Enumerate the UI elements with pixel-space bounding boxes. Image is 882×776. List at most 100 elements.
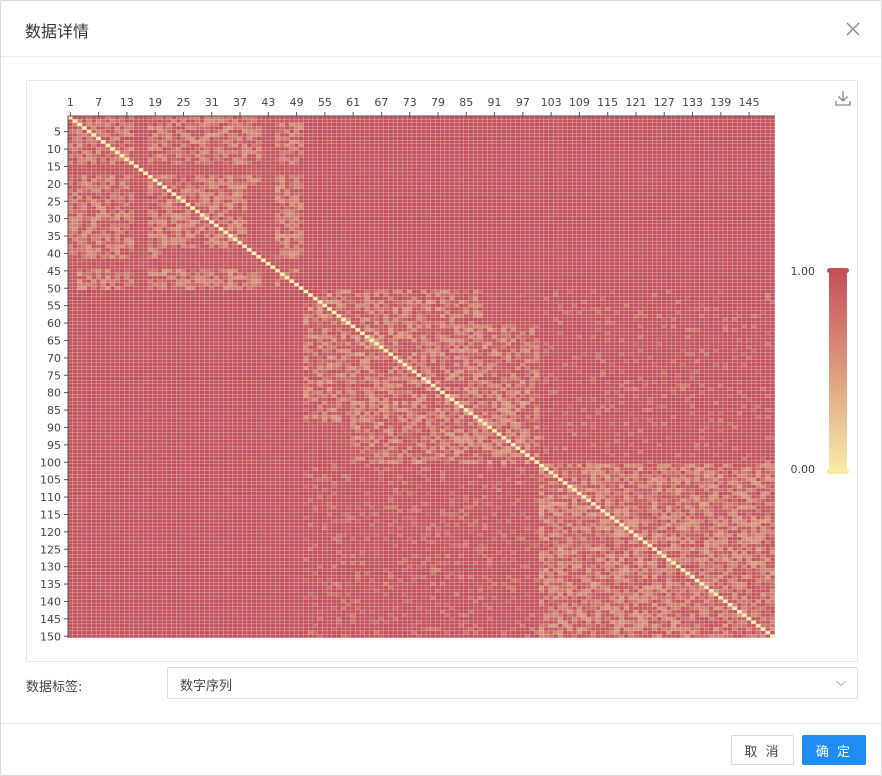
heatmap-cell: [331, 154, 337, 158]
heatmap-cell: [449, 154, 455, 158]
heatmap-cell: [379, 223, 384, 228]
heatmap-cell: [100, 147, 106, 151]
heatmap-cell: [157, 206, 162, 210]
heatmap-cell: [487, 182, 492, 186]
heatmap-cell: [237, 150, 243, 154]
heatmap-cell: [247, 223, 252, 228]
heatmap-cell: [284, 133, 290, 137]
heatmap-cell: [610, 119, 615, 123]
heatmap-cell: [482, 213, 488, 217]
heatmap-cell: [440, 189, 445, 193]
heatmap-cell: [643, 182, 648, 186]
heatmap-cell: [473, 223, 478, 228]
heatmap-cell: [501, 206, 506, 210]
heatmap-cell: [633, 171, 638, 175]
heatmap-cell: [355, 185, 360, 189]
heatmap-cell: [435, 168, 440, 172]
heatmap-cell: [251, 150, 257, 154]
heatmap-cell: [72, 223, 78, 228]
heatmap-cell: [685, 203, 690, 207]
heatmap-cell: [237, 147, 243, 151]
heatmap-cell: [308, 185, 313, 189]
heatmap-cell: [770, 157, 775, 161]
heatmap-cell: [214, 216, 219, 221]
heatmap-cell: [473, 143, 478, 147]
heatmap-cell: [298, 182, 304, 186]
heatmap-cell: [129, 213, 134, 217]
heatmap-cell: [628, 116, 634, 120]
heatmap-cell: [600, 150, 605, 154]
heatmap-cell: [501, 147, 506, 151]
heatmap-cell: [558, 192, 563, 196]
heatmap-cell: [336, 140, 342, 144]
heatmap-cell: [364, 150, 370, 154]
heatmap-cell: [185, 209, 191, 214]
heatmap-cell: [91, 199, 96, 203]
heatmap-cell: [143, 192, 148, 196]
heatmap-cell: [364, 122, 370, 127]
heatmap-cell: [72, 196, 78, 200]
heatmap-cell: [143, 126, 148, 130]
heatmap-cell: [86, 147, 92, 151]
heatmap-cell: [492, 220, 497, 224]
heatmap-cell: [346, 171, 351, 175]
heatmap-cell: [704, 185, 709, 189]
heatmap-cell: [303, 129, 309, 134]
heatmap-cell: [379, 196, 384, 200]
heatmap-cell: [515, 143, 521, 147]
heatmap-cell: [515, 116, 521, 120]
heatmap-cell: [426, 206, 431, 210]
heatmap-cell: [72, 175, 78, 179]
heatmap-cell: [379, 227, 384, 231]
heatmap-cell: [77, 116, 82, 120]
heatmap-cell: [756, 199, 761, 203]
heatmap-cell: [709, 189, 714, 193]
heatmap-cell: [96, 143, 101, 147]
heatmap-cell: [492, 213, 497, 217]
heatmap-cell: [251, 157, 257, 161]
heatmap-cell: [298, 168, 304, 172]
heatmap-cell: [586, 171, 591, 175]
heatmap-cell: [737, 178, 742, 182]
heatmap-cell: [77, 227, 82, 231]
heatmap-cell: [105, 209, 111, 214]
heatmap-cell: [440, 161, 445, 165]
heatmap-cell: [506, 164, 511, 168]
heatmap-cell: [322, 147, 327, 151]
heatmap-cell: [124, 227, 129, 231]
heatmap-cell: [369, 164, 375, 168]
heatmap-cell: [430, 199, 436, 203]
heatmap-cell: [515, 161, 521, 165]
heatmap-cell: [421, 216, 426, 221]
heatmap-cell: [388, 189, 393, 193]
heatmap-cell: [435, 154, 440, 158]
heatmap-cell: [430, 154, 436, 158]
heatmap-cell: [676, 150, 681, 154]
heatmap-cell: [600, 140, 605, 144]
heatmap-cell: [553, 182, 558, 186]
heatmap-cell: [751, 223, 756, 228]
heatmap-cell: [195, 223, 200, 228]
heatmap-cell: [572, 154, 577, 158]
heatmap-cell: [539, 216, 544, 221]
heatmap-cell: [676, 119, 681, 123]
heatmap-cell: [133, 196, 139, 200]
heatmap-cell: [619, 178, 624, 182]
heatmap-cell: [709, 136, 714, 141]
heatmap-cell: [567, 157, 572, 161]
heatmap-cell: [393, 216, 398, 221]
heatmap-cell: [680, 143, 686, 147]
close-icon[interactable]: [843, 19, 863, 39]
heatmap-cell: [511, 192, 516, 196]
heatmap-cell: [614, 161, 620, 165]
heatmap-cell: [713, 206, 719, 210]
heatmap-cell: [685, 164, 690, 168]
heatmap-cell: [322, 209, 327, 214]
heatmap-cell: [760, 154, 766, 158]
heatmap-cell: [492, 178, 497, 182]
heatmap-cell: [100, 175, 106, 179]
heatmap-cell: [534, 150, 539, 154]
heatmap-cell: [218, 182, 224, 186]
heatmap-cell: [110, 116, 115, 120]
heatmap-cell: [558, 140, 563, 144]
